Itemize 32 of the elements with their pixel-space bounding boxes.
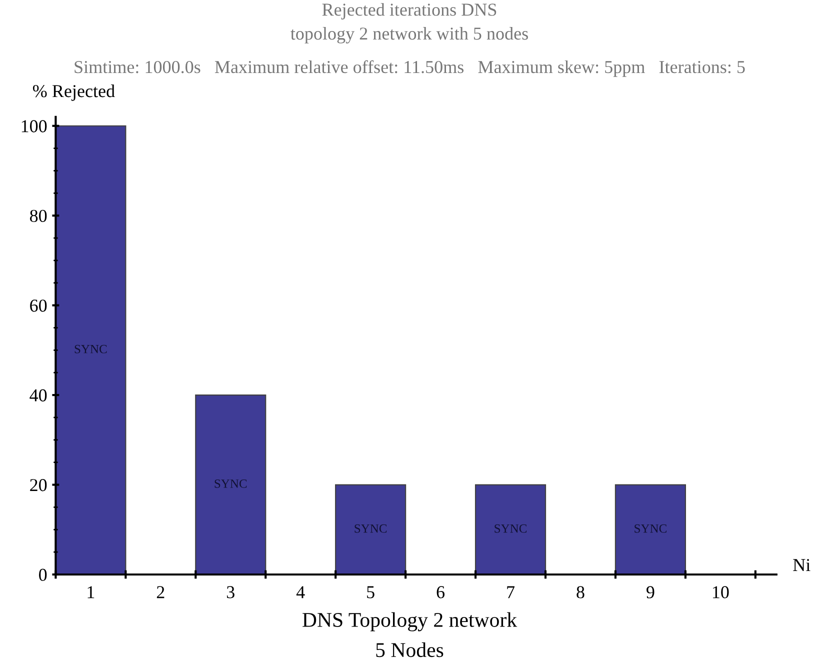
x-tick-label: 4 bbox=[296, 586, 305, 598]
y-tick-label: 40 bbox=[30, 389, 47, 402]
series-label: SYNC bbox=[494, 524, 526, 533]
y-tick-label: 80 bbox=[30, 210, 47, 222]
bar bbox=[474, 484, 546, 574]
text: SYNC bbox=[74, 344, 107, 354]
x-tick-label: 7 bbox=[507, 586, 515, 598]
x-tick-label: 1 bbox=[88, 586, 94, 598]
text: 5 Nodes bbox=[376, 642, 444, 658]
x-tick-label: 3 bbox=[226, 586, 234, 598]
y-tick-label: 60 bbox=[30, 300, 47, 312]
x-tick-label: 9 bbox=[646, 586, 654, 598]
x-tick-label: 5 bbox=[367, 586, 374, 598]
x-tick-label: 8 bbox=[576, 586, 584, 598]
text: SYNC bbox=[354, 524, 387, 533]
x-tick-label: 6 bbox=[436, 586, 445, 598]
y-tick-label: 0 bbox=[39, 568, 47, 581]
bar bbox=[335, 484, 406, 574]
text: SYNC bbox=[634, 524, 666, 533]
x-tick-label: 2 bbox=[156, 586, 164, 598]
x-axis-title: Ni bbox=[793, 559, 810, 571]
text: DNS Topology 2 network bbox=[302, 612, 518, 632]
y-axis-title: % Rejected bbox=[32, 84, 115, 101]
text: SYNC bbox=[214, 479, 247, 488]
y-tick-label: 20 bbox=[30, 479, 47, 492]
chart-title: Rejected iterations DNS topology 2 network with 5 nodes bbox=[290, 3, 528, 44]
chart-subtitle: Simtime: 1000.0s Maximum relative offset: 11.50ms Maximum skew: 5ppm Iterations: 5 bbox=[74, 60, 745, 77]
bar bbox=[56, 125, 126, 574]
x-tick-label: 10 bbox=[712, 586, 729, 598]
bar bbox=[195, 394, 266, 574]
y-tick-label: 100 bbox=[22, 120, 47, 132]
bar bbox=[614, 484, 686, 574]
